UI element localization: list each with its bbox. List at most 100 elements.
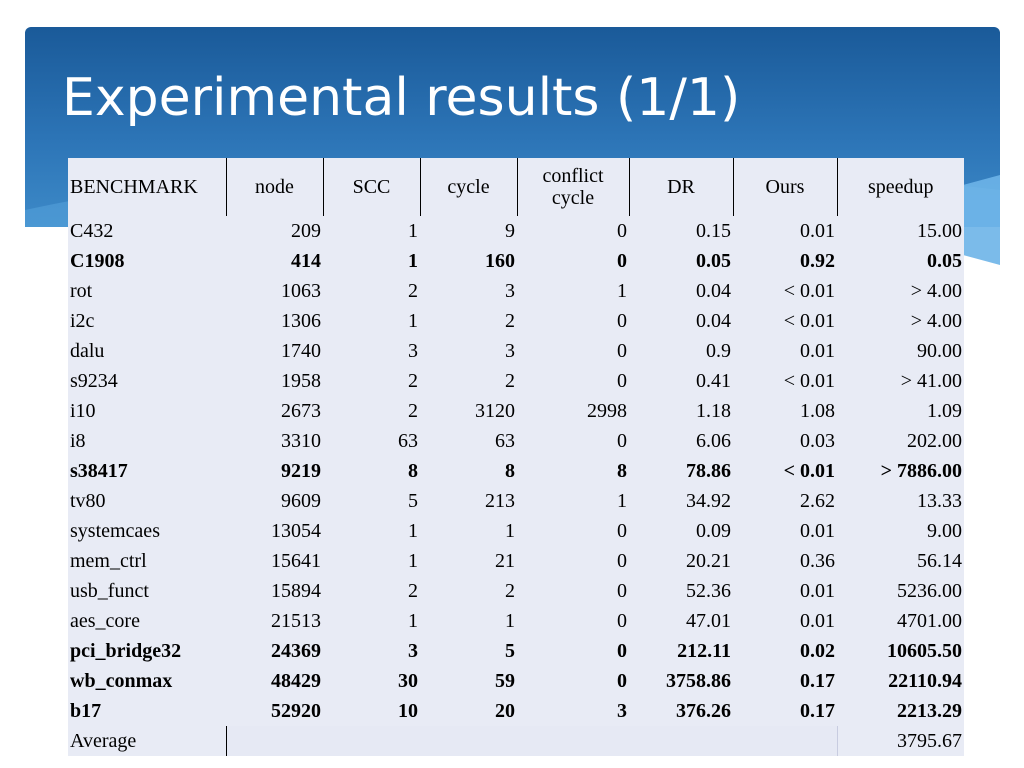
cell-dr: 0.05	[696, 250, 731, 272]
cell-benchmark: wb_conmax	[70, 670, 173, 692]
cell-speedup: 202.00	[907, 430, 962, 452]
cell-scc: 2	[408, 370, 418, 392]
cell-cycle: 20	[495, 700, 515, 722]
header-scc: SCC	[322, 158, 420, 216]
cell-dr: 3758.86	[666, 670, 731, 692]
cell-dr: 0.9	[706, 340, 731, 362]
cell-benchmark: i2c	[70, 310, 95, 332]
cell-node: 48429	[271, 670, 321, 692]
table-row: s38417 9219 8 8 8 78.86 < 0.01 > 7886.00	[68, 456, 964, 486]
cell-conflict-cycle: 0	[617, 550, 627, 572]
cell-cycle: 3120	[475, 400, 515, 422]
header-dr: DR	[628, 158, 733, 216]
cell-ours: 0.02	[800, 640, 835, 662]
header-speedup: speedup	[836, 158, 964, 216]
cell-dr: 0.41	[696, 370, 731, 392]
cell-node: 15641	[271, 550, 321, 572]
table-row: dalu 1740 3 3 0 0.9 0.01 90.00	[68, 336, 964, 366]
table-row: tv80 9609 5 213 1 34.92 2.62 13.33	[68, 486, 964, 516]
average-label: Average	[68, 726, 226, 756]
cell-speedup: > 4.00	[910, 310, 962, 332]
cell-scc: 30	[398, 670, 418, 692]
table-row: i2c 1306 1 2 0 0.04 < 0.01 > 4.00	[68, 306, 964, 336]
cell-benchmark: i8	[70, 430, 86, 452]
cell-scc: 1	[408, 550, 418, 572]
cell-conflict-cycle: 8	[617, 460, 627, 482]
table-row: C432 209 1 9 0 0.15 0.01 15.00	[68, 216, 964, 246]
cell-cycle: 2	[505, 310, 515, 332]
cell-scc: 5	[408, 490, 418, 512]
cell-scc: 3	[408, 640, 418, 662]
cell-ours: 0.01	[800, 610, 835, 632]
cell-conflict-cycle: 0	[617, 430, 627, 452]
cell-dr: 0.04	[696, 310, 731, 332]
table-row: pci_bridge32 24369 3 5 0 212.11 0.02 10605.50	[68, 636, 964, 666]
cell-ours: 0.17	[800, 670, 835, 692]
cell-dr: 376.26	[676, 700, 731, 722]
cell-benchmark: b17	[70, 700, 102, 722]
cell-speedup: > 4.00	[910, 280, 962, 302]
cell-scc: 1	[408, 220, 418, 242]
cell-cycle: 3	[505, 340, 515, 362]
cell-conflict-cycle: 1	[617, 490, 627, 512]
cell-cycle: 213	[485, 490, 515, 512]
table-row: i10 2673 2 3120 2998 1.18 1.08 1.09	[68, 396, 964, 426]
cell-conflict-cycle: 3	[617, 700, 627, 722]
cell-cycle: 5	[505, 640, 515, 662]
cell-node: 52920	[271, 700, 321, 722]
cell-scc: 2	[408, 280, 418, 302]
table-row: C1908 414 1 160 0 0.05 0.92 0.05	[68, 246, 964, 276]
cell-conflict-cycle: 0	[617, 220, 627, 242]
cell-ours: 0.01	[800, 580, 835, 602]
cell-dr: 0.15	[696, 220, 731, 242]
cell-ours: 0.92	[800, 250, 835, 272]
cell-ours: 0.01	[800, 340, 835, 362]
cell-speedup: 1.09	[927, 400, 962, 422]
cell-scc: 63	[398, 430, 418, 452]
cell-cycle: 9	[505, 220, 515, 242]
cell-benchmark: usb_funct	[70, 580, 149, 602]
cell-node: 9609	[281, 490, 321, 512]
cell-scc: 1	[408, 610, 418, 632]
cell-node: 209	[291, 220, 321, 242]
cell-dr: 52.36	[686, 580, 731, 602]
cell-speedup: > 7886.00	[880, 460, 962, 482]
cell-cycle: 2	[505, 580, 515, 602]
cell-scc: 1	[408, 250, 418, 272]
cell-node: 15894	[271, 580, 321, 602]
average-empty-cell	[225, 726, 837, 756]
cell-speedup: 22110.94	[888, 670, 962, 692]
cell-node: 1958	[281, 370, 321, 392]
cell-cycle: 2	[505, 370, 515, 392]
cell-speedup: 2213.29	[897, 700, 962, 722]
cell-scc: 1	[408, 310, 418, 332]
cell-conflict-cycle: 0	[617, 520, 627, 542]
cell-dr: 6.06	[696, 430, 731, 452]
cell-node: 24369	[271, 640, 321, 662]
cell-dr: 34.92	[686, 490, 731, 512]
table-row: aes_core 21513 1 1 0 47.01 0.01 4701.00	[68, 606, 964, 636]
cell-benchmark: aes_core	[70, 610, 140, 632]
table-row: wb_conmax 48429 30 59 0 3758.86 0.17 22110.94	[68, 666, 964, 696]
cell-benchmark: systemcaes	[70, 520, 160, 542]
cell-benchmark: dalu	[70, 340, 105, 362]
cell-conflict-cycle: 0	[617, 580, 627, 602]
cell-dr: 0.04	[696, 280, 731, 302]
header-benchmark: BENCHMARK	[68, 158, 226, 216]
table-row: s9234 1958 2 2 0 0.41 < 0.01 > 41.00	[68, 366, 964, 396]
cell-ours: 0.36	[800, 550, 835, 572]
table-row: usb_funct 15894 2 2 0 52.36 0.01 5236.00	[68, 576, 964, 606]
cell-conflict-cycle: 0	[617, 670, 627, 692]
cell-node: 2673	[281, 400, 321, 422]
header-node: node	[225, 158, 323, 216]
cell-scc: 10	[398, 700, 418, 722]
cell-dr: 1.18	[696, 400, 731, 422]
table-row: b17 52920 10 20 3 376.26 0.17 2213.29	[68, 696, 964, 726]
cell-cycle: 1	[505, 520, 515, 542]
header-conflict-cycle: conflict cycle	[516, 158, 629, 216]
slide-title: Experimental results (1/1)	[62, 68, 741, 128]
cell-cycle: 63	[495, 430, 515, 452]
cell-node: 1306	[281, 310, 321, 332]
cell-ours: < 0.01	[783, 280, 835, 302]
table-header-row: BENCHMARK node SCC cycle conflict cycle DR Our…	[68, 158, 964, 216]
